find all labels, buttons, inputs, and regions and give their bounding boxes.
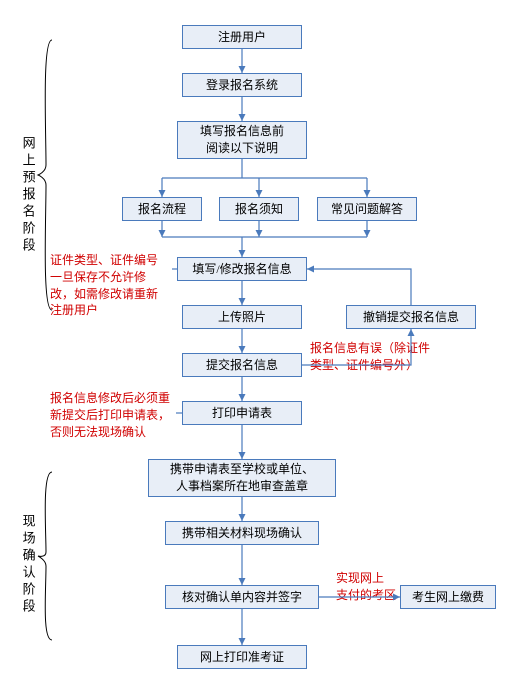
node-register-user: 注册用户 xyxy=(182,25,302,49)
node-read-instructions: 填写报名信息前 阅读以下说明 xyxy=(177,121,307,159)
phase-2-label: 现场确认阶段 xyxy=(20,505,36,625)
node-verify-and-sign: 核对确认单内容并签字 xyxy=(165,585,319,609)
node-bring-for-stamp: 携带申请表至学校或单位、 人事档案所在地审查盖章 xyxy=(148,459,336,497)
node-online-payment: 考生网上缴费 xyxy=(400,585,496,609)
node-print-form: 打印申请表 xyxy=(182,401,302,425)
node-faq: 常见问题解答 xyxy=(317,197,417,221)
note-id-locked: 证件类型、证件编号 一旦保存不允许修 改，如需修改请重新 注册用户 xyxy=(50,252,175,319)
node-login-system: 登录报名系统 xyxy=(182,73,302,97)
note-info-error: 报名信息有误（除证件 类型、证件编号外） xyxy=(310,340,450,374)
node-upload-photo: 上传照片 xyxy=(182,305,302,329)
node-revoke-submission: 撤销提交报名信息 xyxy=(346,305,476,329)
node-fill-modify-info: 填写/修改报名信息 xyxy=(177,257,307,281)
note-reprint: 报名信息修改后必须重 新提交后打印申请表， 否则无法现场确认 xyxy=(50,390,180,440)
node-print-admit-card: 网上打印准考证 xyxy=(177,645,307,669)
note-online-pay: 实现网上 支付的考区 xyxy=(336,570,401,604)
node-process-flow: 报名流程 xyxy=(122,197,202,221)
node-submit-info: 提交报名信息 xyxy=(182,353,302,377)
node-onsite-confirm: 携带相关材料现场确认 xyxy=(165,521,319,545)
phase-1-label: 网上预报名阶段 xyxy=(20,120,36,270)
node-registration-notice: 报名须知 xyxy=(219,197,299,221)
